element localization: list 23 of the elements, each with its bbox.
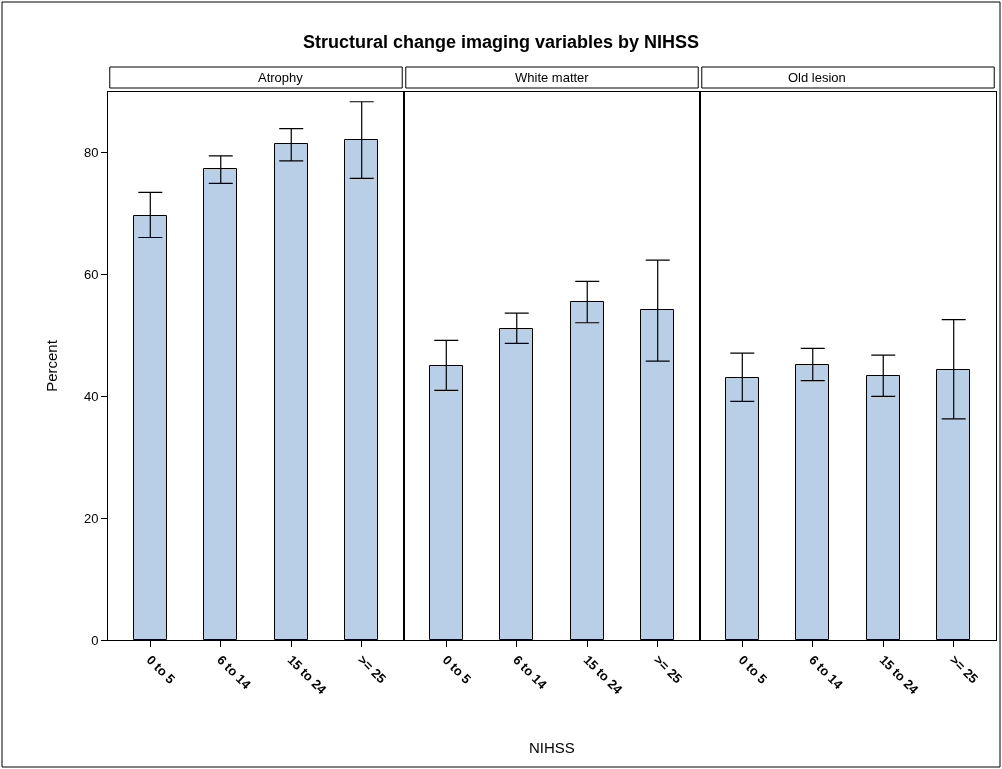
x-tick-label: 0 to 5: [143, 652, 179, 687]
y-tick-label: 80: [83, 145, 99, 161]
y-tick-label: 20: [83, 510, 99, 526]
y-axis-title: Percent: [43, 339, 61, 392]
x-tick-label: 6 to 14: [806, 652, 847, 693]
x-tick-label: 15 to 24: [284, 652, 330, 698]
y-tick-label: 60: [83, 267, 99, 283]
chart-subtitle: Old lesion: [788, 70, 846, 85]
x-tick-label: 6 to 14: [510, 652, 551, 693]
x-tick-label: 15 to 24: [580, 652, 626, 698]
x-tick-label: 15 to 24: [876, 652, 922, 698]
chart-subtitle: Atrophy: [258, 70, 304, 85]
x-tick-label: 0 to 5: [439, 652, 475, 687]
y-tick-label: 0: [91, 632, 99, 648]
text: Structural change imaging variables by NIHSS: [302, 32, 700, 53]
x-axis-title: NIHSS: [529, 739, 575, 756]
y-tick-label: 40: [83, 388, 99, 404]
chart-subtitle: White matter: [515, 70, 590, 85]
x-tick-label: 0 to 5: [735, 652, 771, 687]
x-tick-label: >= 25: [946, 652, 982, 687]
x-tick-label: 6 to 14: [214, 652, 255, 693]
x-tick-label: >= 25: [354, 652, 390, 687]
x-tick-label: >= 25: [650, 652, 686, 687]
